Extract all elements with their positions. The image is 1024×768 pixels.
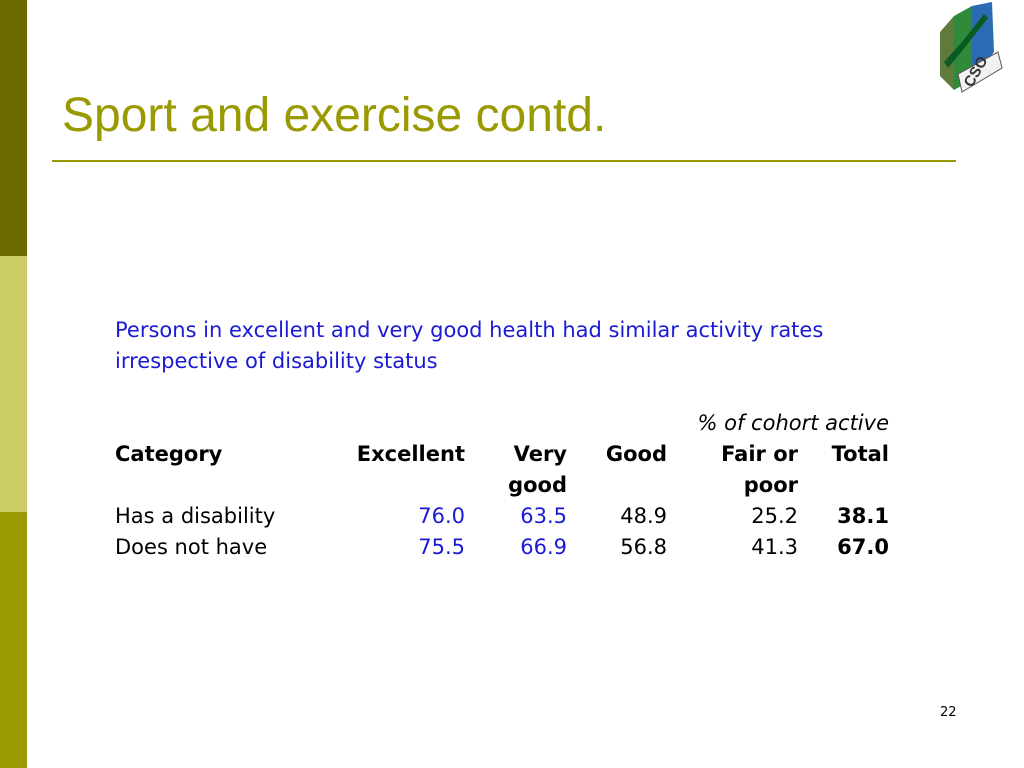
page-number: 22 — [940, 705, 957, 720]
cell-excellent: 76.0 — [418, 504, 465, 528]
header-very-good-line1: Very — [513, 442, 567, 466]
left-bar-dark — [0, 0, 27, 256]
slide-subtitle: Persons in excellent and very good healt… — [115, 318, 824, 373]
table-row: Does not have 75.5 66.9 56.8 41.3 67.0 — [110, 532, 894, 563]
header-fair-poor-line1: Fair or — [721, 442, 798, 466]
header-good: Good — [605, 442, 667, 466]
header-excellent: Excellent — [356, 442, 465, 466]
header-very-good-line2: good — [508, 473, 567, 497]
cell-very-good: 66.9 — [520, 535, 567, 559]
cell-good: 56.8 — [620, 535, 667, 559]
header-very-good: Very good — [470, 439, 572, 501]
header-fair-poor: Fair or poor — [672, 439, 803, 501]
cell-total: 38.1 — [837, 504, 889, 528]
header-total: Total — [831, 442, 889, 466]
cell-fair-poor: 41.3 — [751, 535, 798, 559]
table-header-row: Category Excellent Very good Good Fair or… — [110, 439, 894, 501]
cso-logo-icon: CSO — [932, 2, 1006, 106]
title-underline — [52, 160, 956, 162]
cell-total: 67.0 — [837, 535, 889, 559]
cell-fair-poor: 25.2 — [751, 504, 798, 528]
row-category: Has a disability — [115, 504, 276, 528]
activity-table: % of cohort active Category Excellent Ve… — [110, 408, 894, 563]
left-bar-olive — [0, 512, 27, 768]
table-note-row: % of cohort active — [110, 408, 894, 439]
cell-excellent: 75.5 — [418, 535, 465, 559]
slide-title: Sport and exercise contd. — [62, 89, 607, 142]
left-bar-light — [0, 256, 27, 512]
cell-good: 48.9 — [620, 504, 667, 528]
table-row: Has a disability 76.0 63.5 48.9 25.2 38.… — [110, 501, 894, 532]
header-fair-poor-line2: poor — [743, 473, 798, 497]
cell-very-good: 63.5 — [520, 504, 567, 528]
header-category: Category — [115, 442, 223, 466]
row-category: Does not have — [115, 535, 268, 559]
table-note: % of cohort active — [697, 411, 889, 435]
